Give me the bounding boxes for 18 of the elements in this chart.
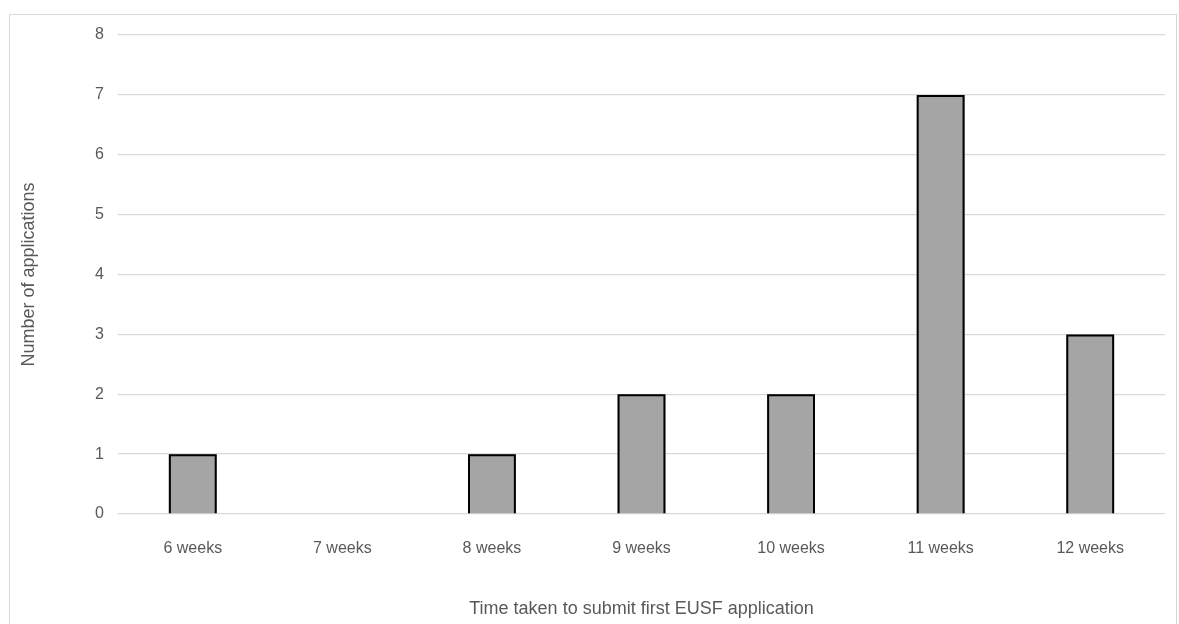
y-tick-label: 1 xyxy=(95,444,105,462)
x-tick-label: 12 weeks xyxy=(1056,539,1125,557)
y-axis-title: Number of applications xyxy=(17,182,38,367)
x-tick-label: 6 weeks xyxy=(163,539,223,557)
y-tick-label: 7 xyxy=(95,85,105,103)
y-tick-label: 3 xyxy=(95,324,105,342)
x-tick-label: 8 weeks xyxy=(462,539,522,557)
x-tick-label: 9 weeks xyxy=(612,539,671,557)
y-tick-label: 8 xyxy=(95,25,105,43)
y-tick-label: 6 xyxy=(95,145,105,163)
x-tick-label: 11 weeks xyxy=(907,539,974,557)
y-tick-label: 5 xyxy=(95,205,105,223)
y-tick-label: 4 xyxy=(95,264,105,282)
x-tick-label: 10 weeks xyxy=(757,539,825,557)
y-tick-label: 2 xyxy=(95,384,105,402)
x-tick-label: 7 weeks xyxy=(313,539,372,557)
x-axis-title: Time taken to submit first EUSF application xyxy=(469,598,814,619)
y-tick-label: 0 xyxy=(95,504,105,522)
